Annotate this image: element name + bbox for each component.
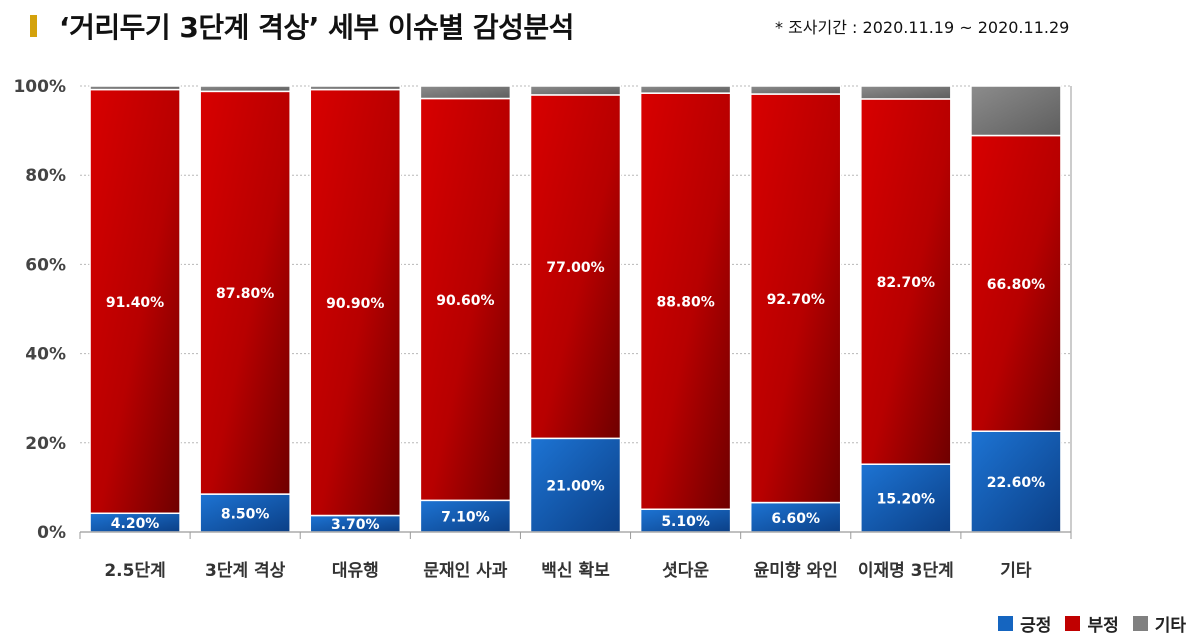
legend-label-positive: 긍정 [1020,616,1052,636]
bar-segment-positive [529,437,622,533]
legend-item-positive: 긍정 [998,611,1051,636]
title-area: ‘거리두기 3단계 격상’ 세부 이슈별 감성분석 [30,4,574,48]
x-tick-label: 이재명 3단계 [858,561,954,581]
data-label-positive: 15.20% [877,492,935,508]
bar-segment-negative [89,88,181,515]
data-label-positive: 3.70% [331,517,380,533]
bar-segment-negative [639,92,732,511]
legend-label-other: 기타 [1154,616,1186,636]
bar-segment-positive [199,493,291,533]
bar-segment-positive [860,463,952,533]
x-tick-label: 윤미향 와인 [754,560,838,581]
legend-item-negative: 부정 [1065,611,1119,636]
x-tick-label: 2.5단계 [104,561,165,581]
data-label-positive: 5.10% [661,514,710,530]
x-tick-label: 대유행 [332,561,379,581]
x-tick-label: 셧다운 [662,561,709,581]
data-label-positive: 22.60% [987,475,1045,491]
data-label-negative: 82.70% [877,275,935,291]
bar-segment-other [860,85,952,100]
legend-swatch-positive [998,616,1014,631]
y-tick-label: 60% [25,255,66,275]
bar-segment-other [529,85,622,96]
bar-segment-other [309,85,402,91]
x-tick-label: 3단계 격상 [205,561,286,581]
bar-segment-negative [529,94,622,440]
legend-item-other: 기타 [1132,611,1186,636]
data-label-negative: 92.70% [767,292,825,308]
bar-segment-negative [749,93,842,504]
title-marker [30,15,37,37]
legend-label-negative: 부정 [1087,616,1119,636]
data-label-negative: 90.90% [326,296,384,312]
data-label-negative: 88.80% [656,295,714,311]
data-label-negative: 66.80% [987,277,1045,293]
y-tick-label: 40% [25,345,66,365]
y-tick-label: 80% [25,166,66,186]
bar-segment-other [89,85,181,91]
chart-title: ‘거리두기 3단계 격상’ 세부 이슈별 감성분석 [59,11,574,44]
data-label-negative: 77.00% [546,260,604,276]
bar-segment-negative [970,134,1062,432]
legend: 긍정 부정 기타 [984,611,1186,636]
bar-segment-positive [419,499,512,533]
bar-segment-other [419,85,512,100]
data-label-positive: 6.60% [771,511,820,527]
x-tick-label: 백신 확보 [541,561,610,581]
data-label-positive: 8.50% [221,507,270,523]
y-tick-label: 20% [25,434,66,454]
bar-segment-other [970,85,1062,137]
survey-period: * 조사기간 : 2020.11.19 ~ 2020.11.29 [775,18,1070,37]
legend-swatch-other [1132,616,1148,631]
bar-segment-positive [970,430,1062,533]
bar-segment-other [199,85,291,93]
legend-swatch-negative [1065,616,1081,631]
bar-segment-other [639,85,732,94]
data-label-positive: 7.10% [441,510,490,526]
data-label-negative: 90.60% [436,293,494,309]
data-label-negative: 91.40% [106,295,164,311]
bar-segment-negative [199,90,291,495]
data-label-positive: 21.00% [546,479,604,495]
data-label-positive: 4.20% [111,516,160,532]
x-tick-label: 문재인 사과 [423,561,507,581]
x-tick-label: 기타 [1000,561,1032,581]
bar-segment-negative [860,98,952,465]
bar-segment-negative [309,88,402,517]
y-tick-label: 0% [37,523,66,543]
bar-segment-negative [419,97,512,502]
data-label-negative: 87.80% [216,286,274,302]
y-tick-label: 100% [13,77,66,97]
bar-segment-other [749,85,842,95]
